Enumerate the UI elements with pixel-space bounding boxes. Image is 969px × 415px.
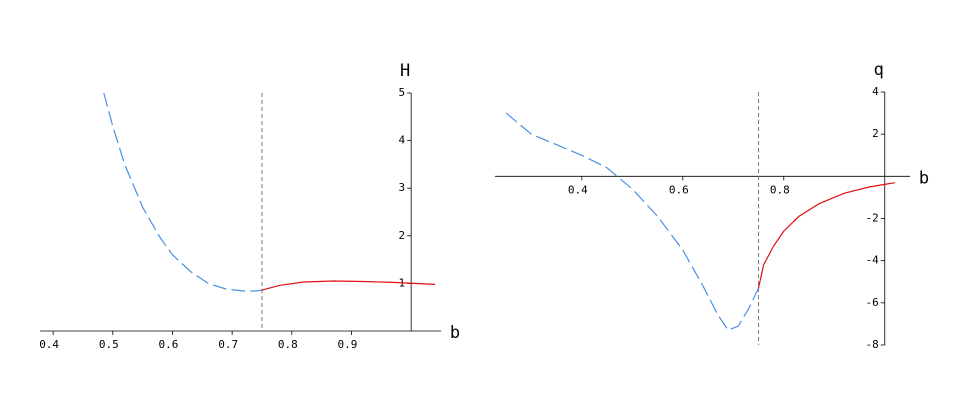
x-tick-label: 0.8 — [278, 338, 298, 351]
y-tick-label: 4 — [872, 85, 879, 98]
curve — [757, 182, 895, 289]
y-axis-label: H — [400, 61, 410, 81]
y-tick-label: -2 — [866, 212, 879, 225]
y-tick-label: 2 — [872, 127, 879, 140]
y-tick-label: -4 — [866, 254, 880, 267]
y-tick-label: 3 — [399, 181, 406, 194]
x-tick-label: 0.4 — [568, 183, 588, 196]
x-tick-label: 0.8 — [770, 183, 790, 196]
y-tick-label: 5 — [399, 86, 406, 99]
curve — [103, 92, 263, 292]
x-tick-label: 0.4 — [39, 338, 59, 351]
y-tick-label: -6 — [866, 296, 879, 309]
y-tick-label: -8 — [866, 338, 879, 351]
x-tick-label: 0.7 — [218, 338, 238, 351]
x-axis-label: b — [919, 168, 929, 188]
curve — [505, 112, 760, 331]
x-tick-label: 0.9 — [338, 338, 358, 351]
y-tick-label: 2 — [399, 229, 406, 242]
y-axis-label: q — [874, 60, 884, 80]
x-tick-label: 0.6 — [159, 338, 179, 351]
x-axis-label: b — [450, 323, 460, 343]
x-tick-label: 0.5 — [99, 338, 119, 351]
curve — [261, 280, 436, 291]
x-tick-label: 0.6 — [669, 183, 689, 196]
y-tick-label: 4 — [399, 134, 406, 147]
